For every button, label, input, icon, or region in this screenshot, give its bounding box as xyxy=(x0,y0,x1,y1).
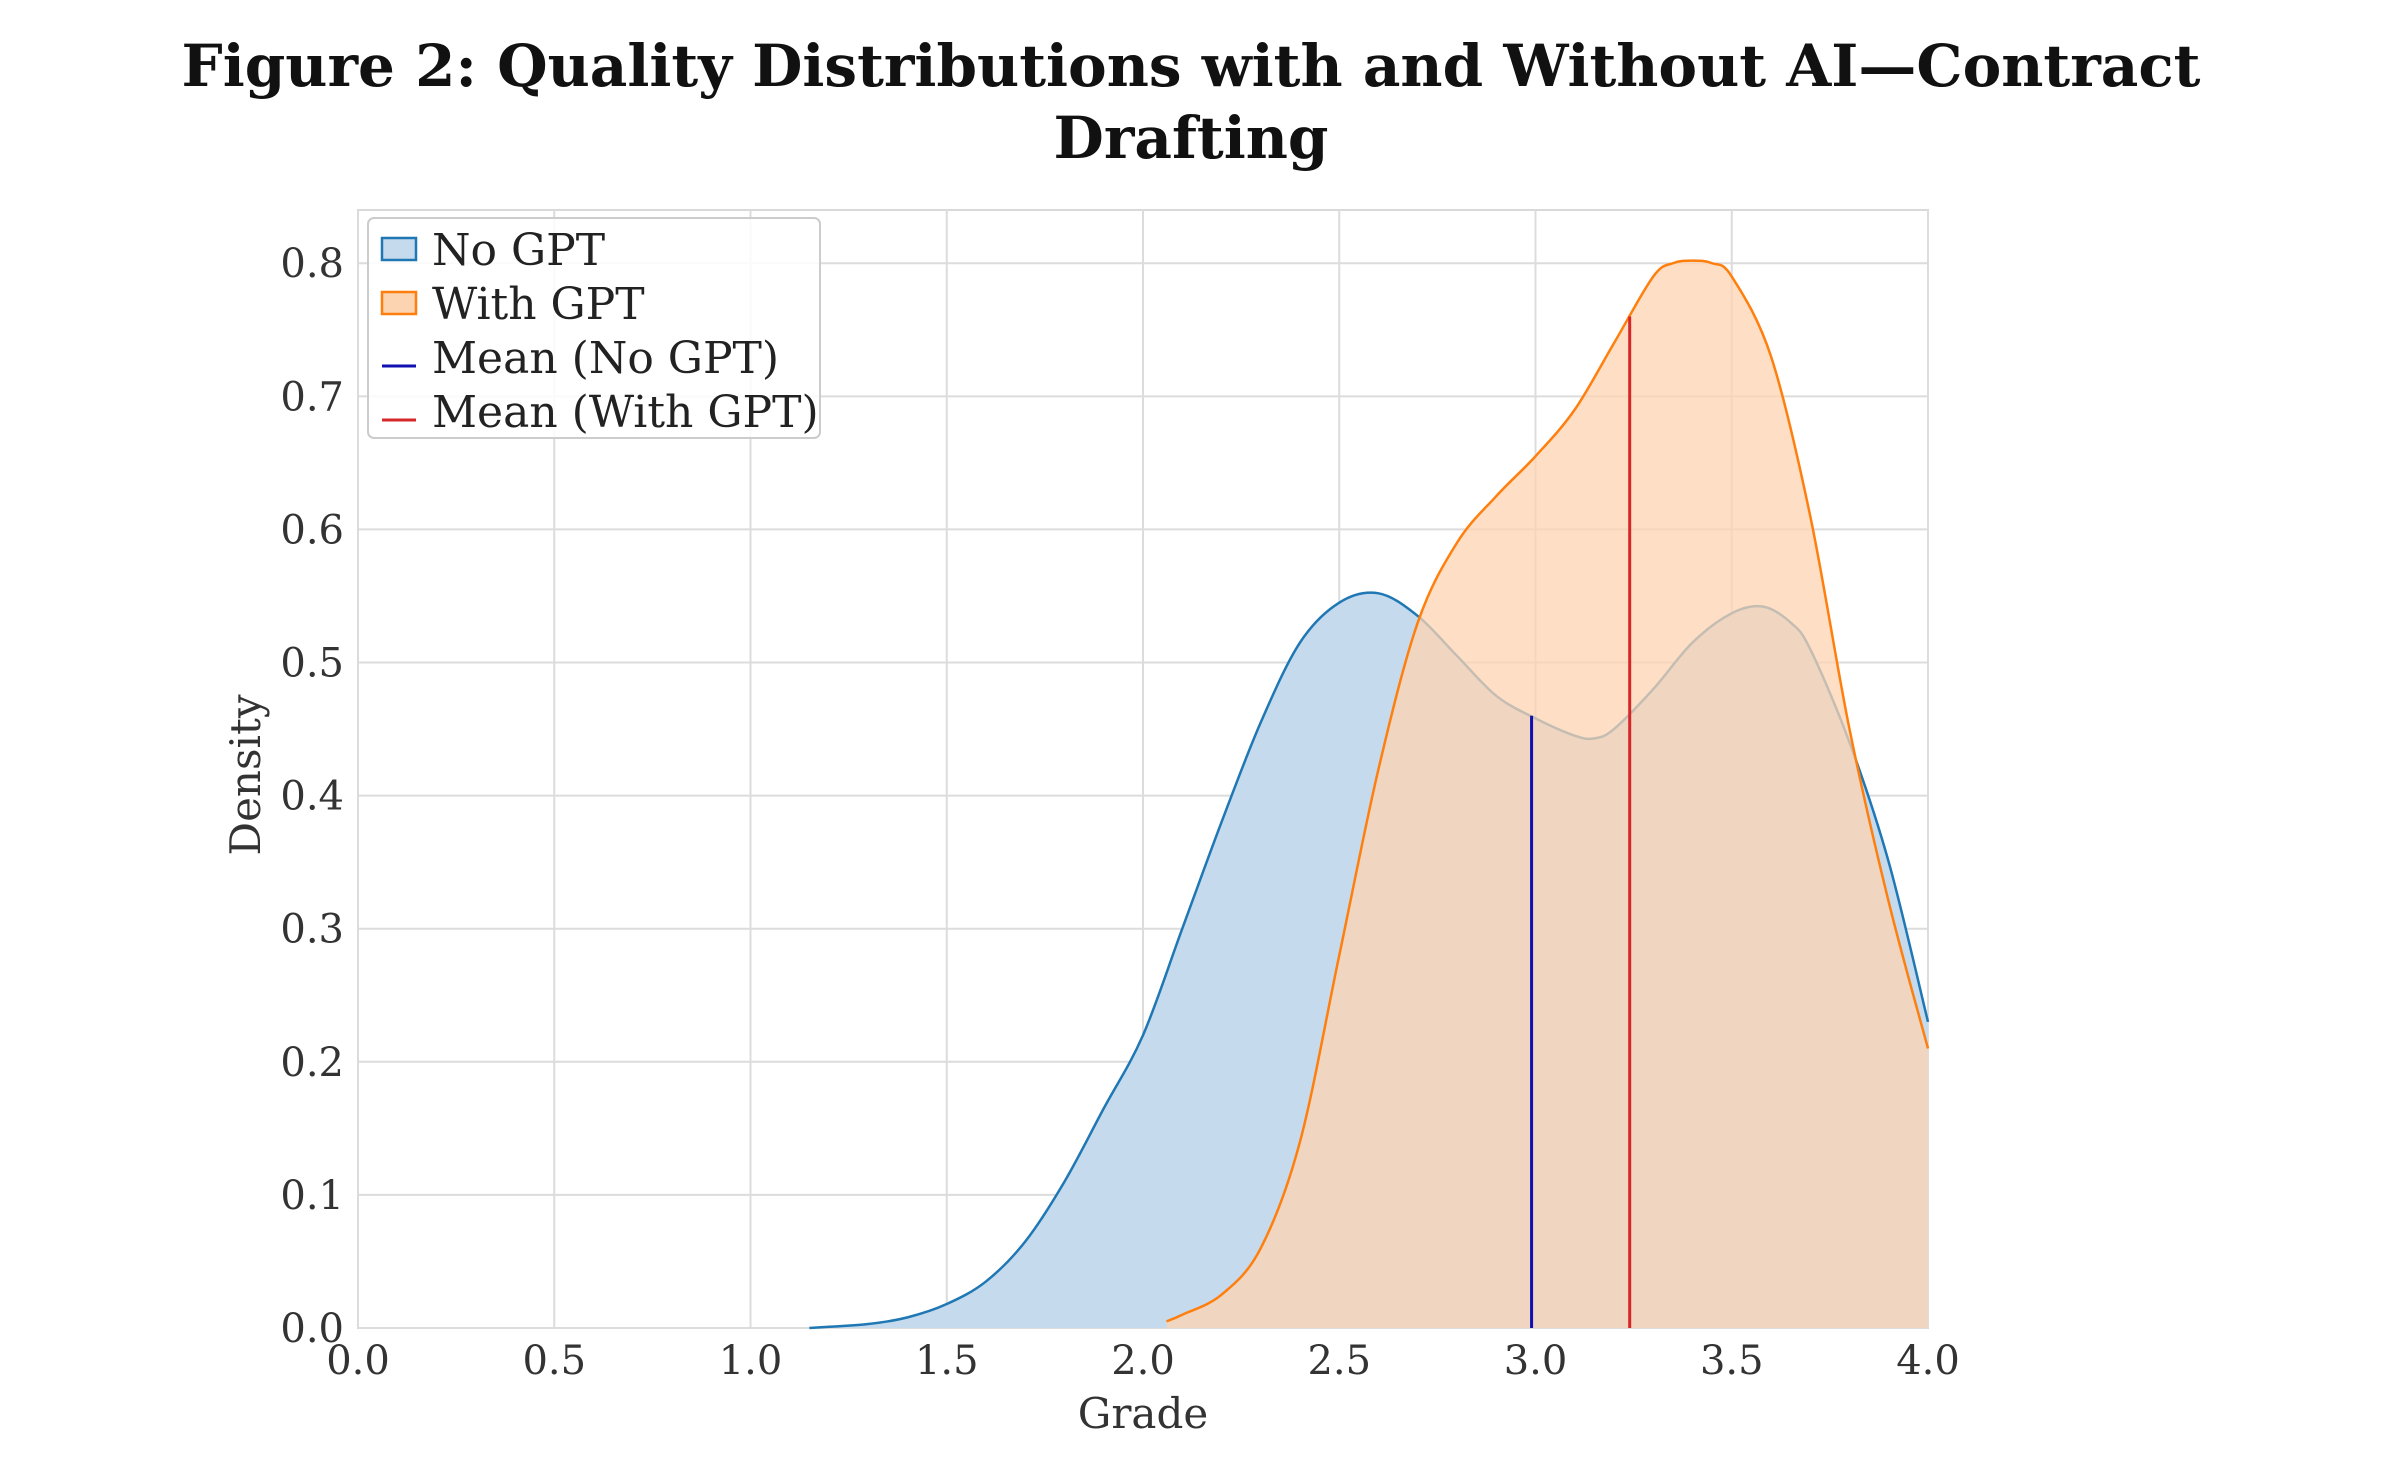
y-axis-ticks: 0.0 0.1 0.2 0.3 0.4 0.5 0.6 0.7 0.8 xyxy=(280,241,344,1352)
y-tick-label: 0.0 xyxy=(280,1306,344,1352)
x-tick-label: 1.5 xyxy=(915,1338,979,1384)
y-tick-label: 0.5 xyxy=(280,641,344,687)
y-tick-label: 0.3 xyxy=(280,907,344,953)
figure-title-line-2: Drafting xyxy=(1053,104,1329,172)
x-tick-label: 0.5 xyxy=(522,1338,586,1384)
x-axis-label: Grade xyxy=(1078,1389,1208,1438)
x-tick-label: 0.0 xyxy=(326,1338,390,1384)
y-tick-label: 0.1 xyxy=(280,1173,344,1219)
legend-label: No GPT xyxy=(432,225,605,276)
density-area-1 xyxy=(1166,260,1928,1329)
series-layer xyxy=(809,259,1930,1330)
y-tick-label: 0.2 xyxy=(280,1040,344,1086)
figure-title: Figure 2: Quality Distributions with and… xyxy=(0,30,2382,174)
x-tick-label: 2.5 xyxy=(1307,1338,1371,1384)
legend-label: Mean (No GPT) xyxy=(432,333,779,384)
x-tick-label: 3.5 xyxy=(1700,1338,1764,1384)
legend-label: With GPT xyxy=(432,279,645,330)
x-axis-ticks: 0.0 0.5 1.0 1.5 2.0 2.5 3.0 3.5 4.0 xyxy=(326,1338,1960,1384)
x-tick-label: 3.0 xyxy=(1504,1338,1568,1384)
y-tick-label: 0.8 xyxy=(280,241,344,287)
legend-box xyxy=(367,217,821,439)
y-tick-label: 0.4 xyxy=(280,774,344,820)
y-axis-label: Density xyxy=(221,694,270,855)
density-curve-1 xyxy=(1166,259,1930,1323)
figure-title-line-1: Figure 2: Quality Distributions with and… xyxy=(181,32,2201,100)
y-tick-label: 0.7 xyxy=(280,374,344,420)
x-tick-label: 4.0 xyxy=(1896,1338,1960,1384)
x-tick-label: 1.0 xyxy=(719,1338,783,1384)
y-tick-label: 0.6 xyxy=(280,507,344,553)
legend-swatch xyxy=(380,290,418,316)
x-tick-label: 2.0 xyxy=(1111,1338,1175,1384)
legend-label: Mean (With GPT) xyxy=(432,387,819,438)
legend-swatch xyxy=(380,236,418,262)
